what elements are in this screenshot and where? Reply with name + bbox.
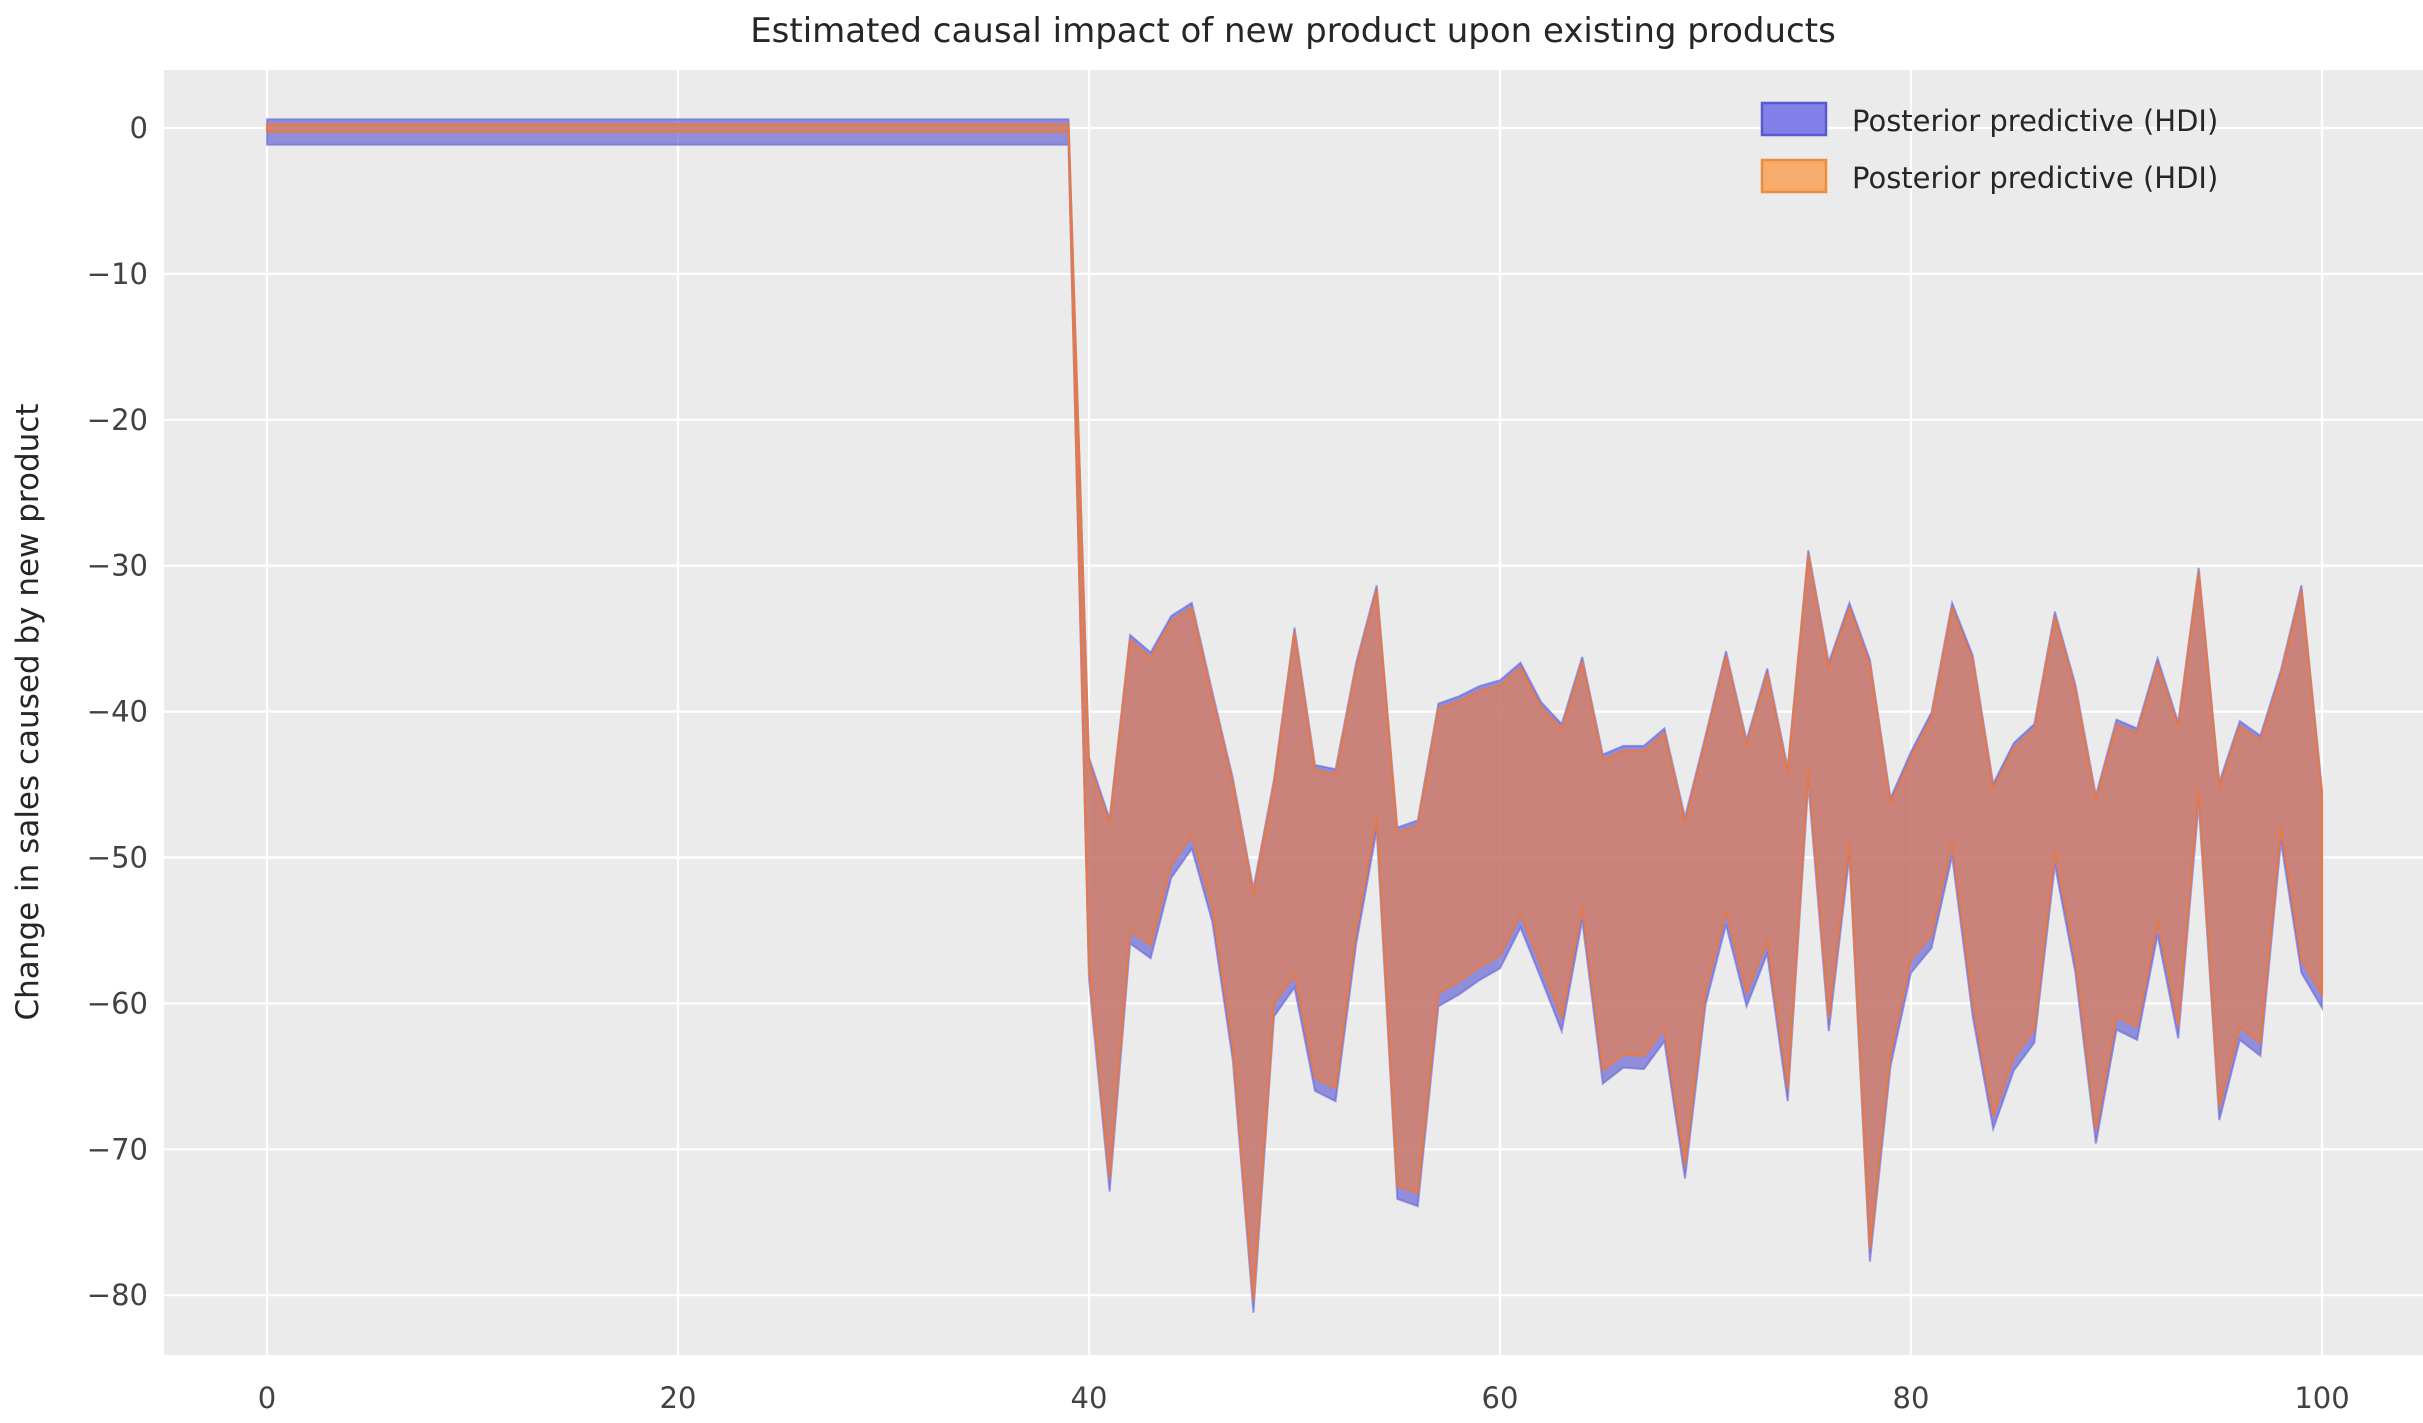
y-tick-label--30: −30 [87,549,148,583]
legend: Posterior predictive (HDI) Posterior pre… [1760,101,2218,195]
y-tick-label--50: −50 [87,841,148,875]
y-tick-label-0: 0 [130,111,148,145]
legend-label-blue-hdi: Posterior predictive (HDI) [1852,104,2218,138]
posterior-predictive-hdi-band-orange [265,123,2324,1301]
legend-swatch-blue-hdi [1760,101,1828,137]
x-tick-label-80: 80 [1893,1381,1930,1415]
x-tick-label-20: 20 [660,1381,697,1415]
legend-label-orange-hdi: Posterior predictive (HDI) [1852,161,2218,195]
x-tick-label-100: 100 [2294,1381,2349,1415]
gridlines [164,70,2423,1355]
y-tick-label--80: −80 [87,1278,148,1312]
y-tick-label--40: −40 [87,695,148,729]
x-tick-label-60: 60 [1482,1381,1519,1415]
y-tick-label--60: −60 [87,986,148,1020]
y-tick-label--70: −70 [87,1132,148,1166]
x-tick-label-0: 0 [258,1381,276,1415]
hdi-bands [265,118,2324,1313]
legend-swatch-orange-hdi [1760,158,1828,194]
y-axis-label: Change in sales caused by new product [10,404,46,1021]
chart-title: Estimated causal impact of new product u… [750,11,1836,51]
tick-labels: 0 −10 −20 −30 −40 −50 −60 −70 −80 0 20 40 60 80 100 [87,111,2350,1415]
y-tick-label--20: −20 [87,403,148,437]
y-tick-label--10: −10 [87,257,148,291]
x-tick-label-40: 40 [1071,1381,1108,1415]
